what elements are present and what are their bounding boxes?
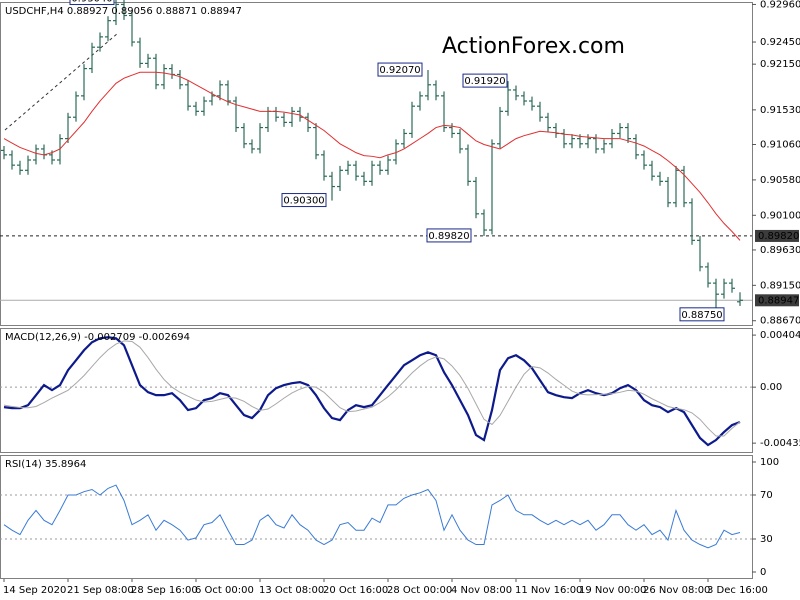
y-tick-label: -0.004351	[760, 438, 800, 449]
panel-frame	[0, 2, 753, 326]
moving-average	[3, 71, 741, 241]
x-tick-label: 11 Nov 16:00	[515, 585, 582, 596]
x-tick-label: 4 Nov 08:00	[451, 585, 512, 596]
price-tag	[755, 229, 799, 242]
annotation-label: 0.88750	[681, 310, 722, 321]
annotation-box	[679, 307, 725, 322]
indicator-line	[3, 484, 741, 549]
x-tick-label: 28 Sep 16:00	[131, 585, 198, 596]
annotation-label: 0.90300	[283, 196, 324, 207]
y-tick-label: 70	[760, 490, 773, 501]
x-tick-label: 26 Nov 08:00	[643, 585, 710, 596]
y-tick-label: 0.004048	[760, 330, 800, 341]
trend-line	[4, 32, 119, 131]
annotation-label: 0.93040	[71, 0, 112, 5]
panel-title: MACD(12,26,9) -0.002709 -0.002694	[5, 332, 190, 343]
x-tick-label: 6 Oct 00:00	[195, 585, 254, 596]
y-tick-label: 0.89630	[760, 245, 800, 256]
indicator-line	[3, 336, 741, 447]
indicator-line	[3, 340, 741, 437]
y-tick-label: 0.91060	[760, 140, 800, 151]
annotation-box	[426, 228, 472, 243]
y-tick-label: 0.92960	[760, 0, 800, 10]
x-tick-label: 14 Sep 2020	[3, 585, 66, 596]
panel-title: USDCHF,H4 0.88927 0.89056 0.88871 0.8894…	[5, 6, 242, 17]
y-tick-label: 0	[760, 567, 766, 578]
x-tick-label: 3 Dec 16:00	[707, 585, 768, 596]
annotation-box	[281, 193, 327, 208]
annotation-label: 0.92070	[379, 65, 420, 76]
x-tick-label: 13 Oct 08:00	[259, 585, 324, 596]
annotation-box	[377, 62, 423, 77]
price-tag	[755, 294, 799, 307]
panel-frame	[0, 455, 753, 579]
y-tick-label: 0.90100	[760, 210, 800, 221]
x-tick-label: 19 Nov 00:00	[579, 585, 646, 596]
annotation-box	[462, 73, 508, 88]
annotation-label: 0.89820	[428, 231, 469, 242]
y-tick-label: 100	[760, 457, 779, 468]
y-tick-label: 0.00	[760, 382, 782, 393]
x-tick-label: 20 Oct 16:00	[323, 585, 388, 596]
y-tick-label: 0.91530	[760, 105, 800, 116]
price-tag-label: 0.88947	[758, 295, 799, 306]
x-tick-label: 21 Sep 08:00	[67, 585, 134, 596]
annotation-label: 0.91920	[464, 76, 505, 87]
y-tick-label: 0.90580	[760, 175, 800, 186]
y-tick-label: 0.89150	[760, 280, 800, 291]
watermark: ActionForex.com	[442, 34, 625, 59]
y-tick-label: 30	[760, 534, 773, 545]
panel-title: RSI(14) 35.8964	[5, 459, 86, 470]
y-tick-label: 0.88670	[760, 316, 800, 327]
y-tick-label: 0.92150	[760, 59, 800, 70]
price-tag-label: 0.89820	[758, 231, 799, 242]
x-tick-label: 28 Oct 00:00	[387, 585, 452, 596]
annotation-box	[69, 0, 115, 6]
panel-frame	[0, 328, 753, 453]
y-tick-label: 0.92450	[760, 37, 800, 48]
